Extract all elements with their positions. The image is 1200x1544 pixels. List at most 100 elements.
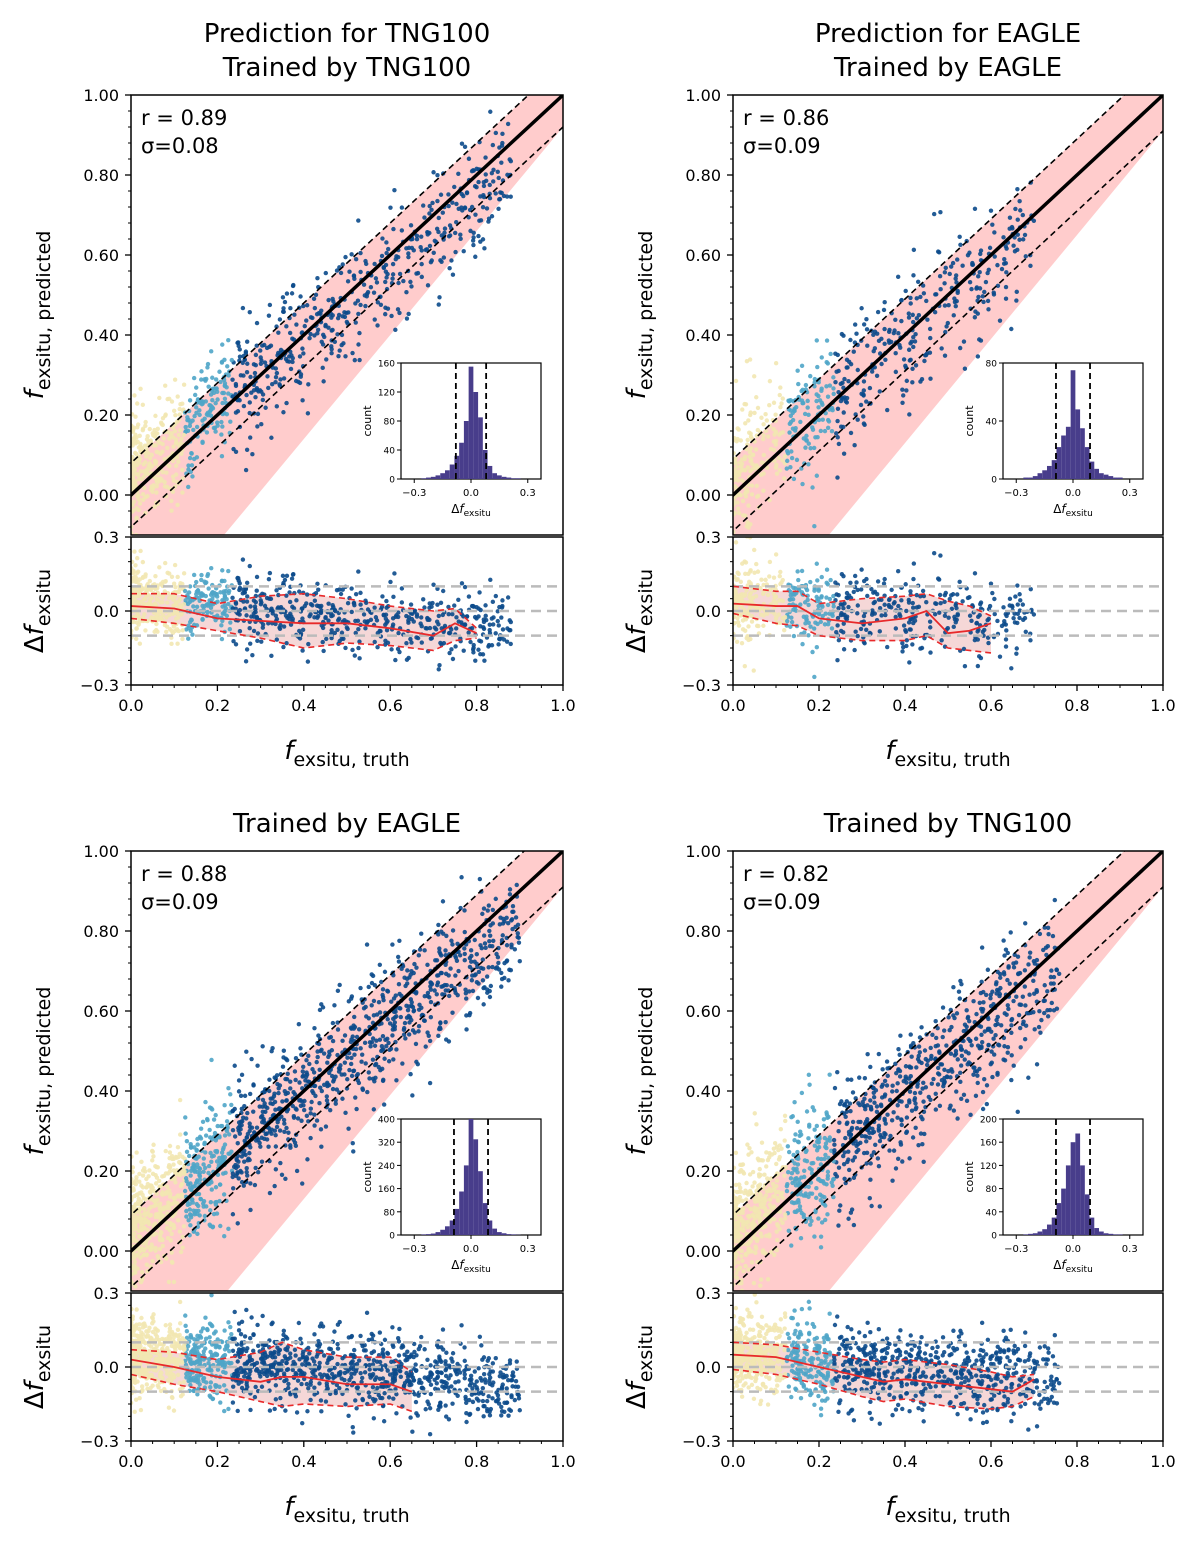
data-point — [835, 475, 840, 480]
inset-y-tick-label: 160 — [378, 360, 395, 370]
data-point — [869, 369, 875, 374]
inset-x-tick-label: 0.3 — [1122, 488, 1138, 499]
data-point — [138, 1219, 143, 1225]
data-point — [315, 276, 320, 281]
data-point — [372, 982, 378, 988]
residual-point — [824, 567, 830, 572]
data-point — [773, 412, 778, 417]
data-point — [910, 312, 915, 318]
data-point — [836, 389, 841, 395]
data-point — [199, 402, 205, 407]
data-point — [155, 1212, 160, 1217]
data-point — [135, 1192, 140, 1198]
data-point — [946, 302, 951, 308]
data-point — [150, 1171, 156, 1177]
residual-point — [835, 623, 840, 628]
data-point — [393, 327, 398, 333]
data-point — [153, 1181, 159, 1186]
histogram-bar — [511, 478, 516, 479]
residual-point — [875, 579, 881, 584]
inset-y-tick-label: 40 — [384, 447, 396, 457]
data-point — [335, 1052, 340, 1058]
data-point — [210, 1107, 215, 1112]
data-point — [367, 1040, 373, 1045]
residual-point — [928, 625, 933, 630]
x-tick-label: 0.0 — [118, 696, 143, 715]
residual-point — [1028, 638, 1033, 643]
data-point — [291, 1090, 296, 1095]
data-point — [391, 226, 396, 232]
data-point — [139, 1190, 144, 1195]
residual-point — [869, 586, 874, 592]
residual-point — [337, 587, 342, 592]
residual-point — [854, 580, 859, 585]
residual-point — [153, 573, 158, 579]
data-point — [384, 1044, 389, 1049]
data-point — [392, 1024, 398, 1029]
data-point — [288, 306, 293, 311]
inset-x-tick-label: −0.3 — [402, 488, 426, 499]
residual-point — [939, 638, 944, 643]
data-point — [1003, 260, 1009, 266]
data-point — [167, 1169, 173, 1174]
data-point — [133, 1284, 138, 1289]
residual-point — [791, 633, 797, 639]
data-point — [183, 1131, 188, 1136]
residual-point — [1017, 592, 1022, 597]
data-point — [312, 1025, 317, 1031]
residual-point — [901, 645, 906, 650]
data-point — [134, 1238, 139, 1243]
residual-point — [748, 568, 753, 573]
data-point — [196, 1220, 202, 1226]
residual-point — [411, 619, 416, 624]
y-axis-label: fexsitu, predicted — [20, 987, 55, 1156]
residual-point — [942, 613, 948, 618]
data-point — [848, 337, 853, 343]
residual-point — [967, 595, 972, 600]
data-point — [168, 1220, 173, 1226]
residual-point — [408, 602, 414, 607]
data-point — [400, 1061, 405, 1066]
chart-title: Prediction for EAGLE — [815, 19, 1081, 49]
data-point — [169, 1259, 175, 1265]
residual-point — [187, 584, 193, 589]
residual-point — [186, 636, 191, 641]
histogram-bar — [454, 1208, 460, 1235]
residual-point — [450, 612, 455, 617]
data-point — [774, 462, 779, 468]
data-point — [333, 1074, 338, 1079]
data-point — [457, 953, 463, 958]
data-point — [981, 299, 986, 305]
data-point — [279, 1172, 285, 1177]
data-point — [311, 1070, 317, 1075]
data-point — [336, 353, 341, 359]
data-point — [179, 1192, 184, 1197]
residual-point — [951, 624, 956, 630]
residual-point — [1003, 644, 1009, 649]
data-point — [977, 270, 982, 275]
data-point — [404, 976, 410, 981]
residual-point — [218, 590, 223, 595]
residual-point — [335, 627, 340, 632]
residual-point — [353, 630, 358, 636]
data-point — [247, 400, 252, 405]
residual-point — [508, 641, 513, 647]
residual-point — [369, 1337, 375, 1342]
data-point — [156, 1178, 162, 1184]
data-point — [280, 295, 286, 300]
data-point — [245, 1110, 250, 1116]
data-point — [935, 249, 941, 254]
residual-point — [810, 649, 815, 655]
residual-point — [908, 627, 913, 632]
data-point — [816, 405, 821, 410]
data-point — [449, 258, 454, 263]
inset-x-label: Δfexsitu — [451, 502, 491, 519]
data-point — [171, 1162, 176, 1167]
data-point — [358, 250, 363, 256]
data-point — [298, 374, 303, 379]
residual-point — [330, 613, 335, 618]
data-point — [278, 347, 284, 353]
residual-point — [853, 629, 858, 634]
data-point — [248, 1145, 253, 1150]
data-point — [247, 309, 252, 315]
